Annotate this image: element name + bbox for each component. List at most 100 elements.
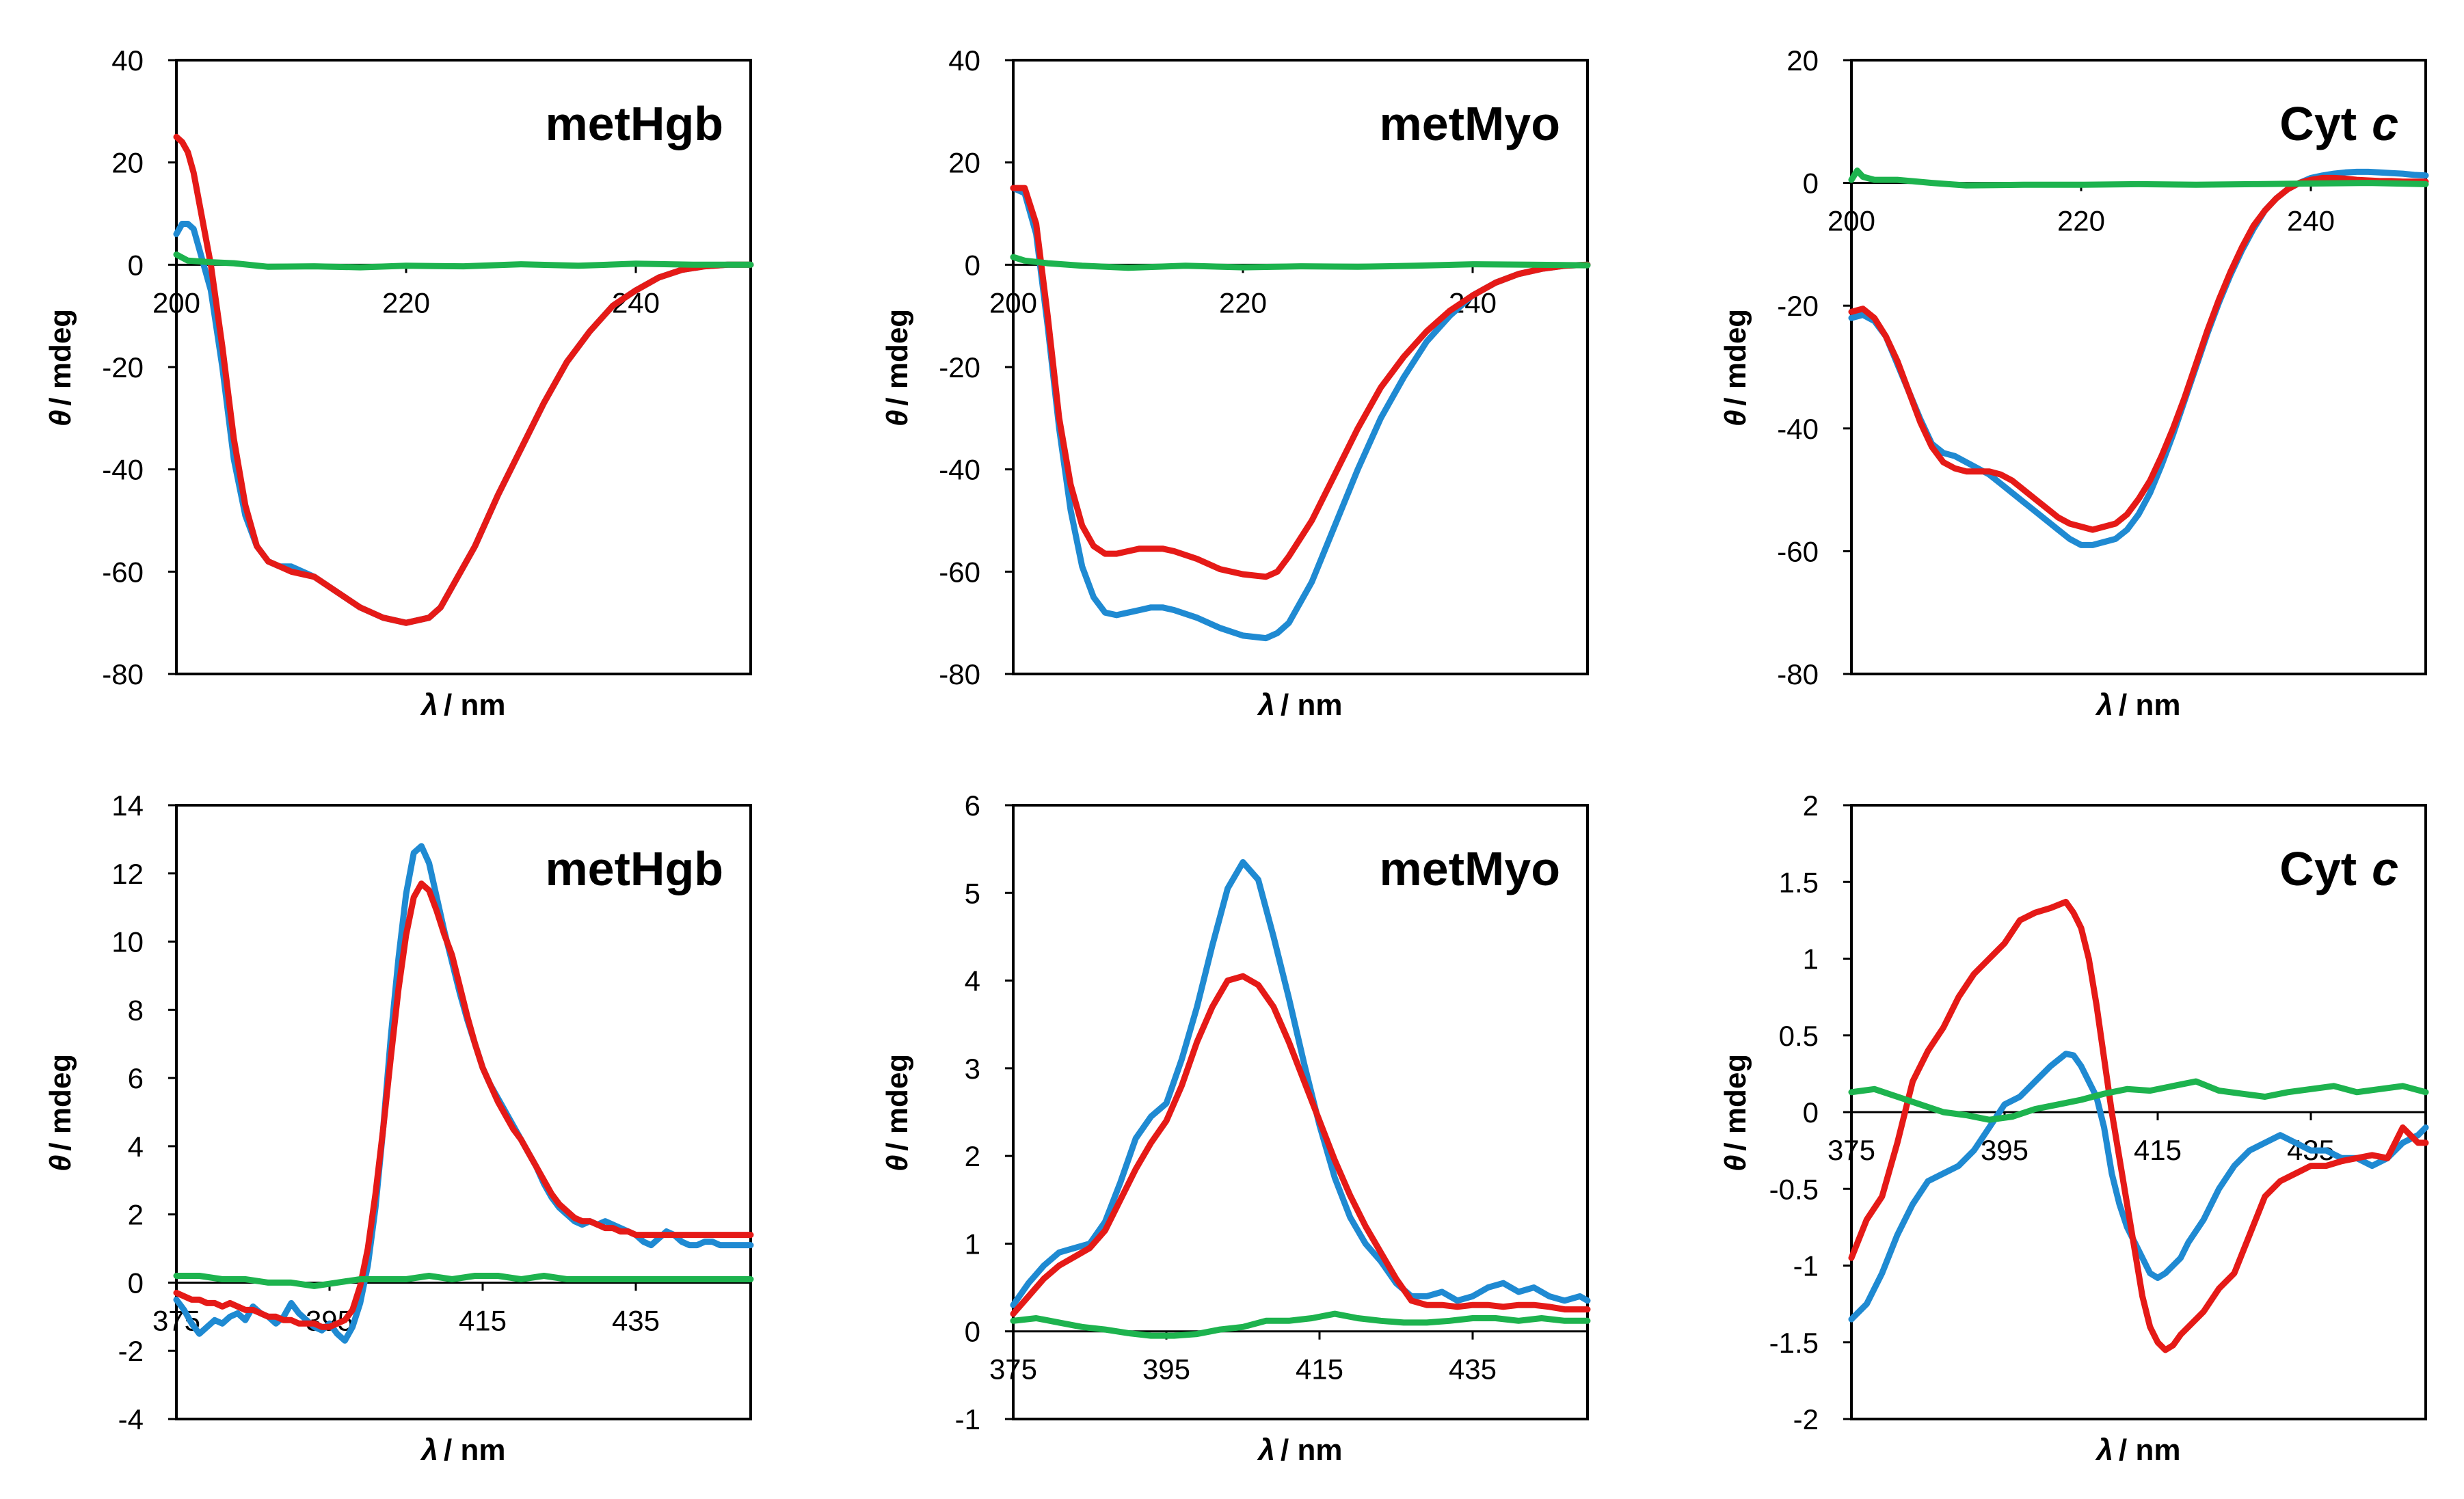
series-line-red xyxy=(173,880,754,1330)
panel-title: metMyo xyxy=(1380,842,1560,895)
y-tick-label: 0 xyxy=(965,1316,980,1348)
x-tick-label: 240 xyxy=(2287,205,2335,237)
x-tick-label: 415 xyxy=(459,1304,507,1336)
panel-title: Cyt c xyxy=(2279,97,2398,150)
y-tick-label: 1 xyxy=(1803,943,1819,975)
y-tick-label: 4 xyxy=(128,1131,144,1163)
series-line-blue xyxy=(1848,168,2429,548)
series-line-red xyxy=(1010,973,1591,1317)
y-tick-label: -20 xyxy=(939,351,980,383)
y-tick-label: 6 xyxy=(965,789,980,822)
series-line-green xyxy=(1010,1310,1591,1339)
y-tick-label: 0 xyxy=(1803,167,1819,200)
y-tick-label: -1.5 xyxy=(1769,1327,1819,1359)
y-tick-label: 2 xyxy=(128,1199,144,1231)
x-axis-label: λ / nm xyxy=(2095,1433,2181,1467)
y-tick-label: -40 xyxy=(102,454,144,486)
y-tick-label: 40 xyxy=(111,44,144,77)
x-tick-label: 220 xyxy=(1219,286,1267,319)
y-tick-label: 3 xyxy=(965,1053,980,1085)
series-line-green xyxy=(173,1273,754,1289)
y-tick-label: -60 xyxy=(102,556,144,588)
y-tick-label: -2 xyxy=(1793,1403,1819,1435)
x-tick-label: 415 xyxy=(2134,1134,2182,1166)
x-tick-label: 220 xyxy=(382,286,430,319)
y-tick-label: 4 xyxy=(965,965,980,997)
y-tick-label: 0 xyxy=(128,1267,144,1299)
y-tick-label: 0 xyxy=(128,249,144,281)
x-tick-label: 375 xyxy=(1827,1134,1875,1166)
x-axis-label: λ / nm xyxy=(1257,688,1343,722)
plot-frame xyxy=(1012,804,1589,1420)
y-tick-label: 6 xyxy=(128,1062,144,1094)
series-line-green xyxy=(1848,167,2429,189)
series-line-green xyxy=(1010,254,1591,271)
y-tick-label: 1 xyxy=(965,1228,980,1260)
y-tick-label: -4 xyxy=(118,1403,144,1435)
panel-title: metMyo xyxy=(1380,97,1560,150)
y-tick-label: -20 xyxy=(102,351,144,383)
plot-frame xyxy=(1850,59,2427,675)
y-tick-label: -80 xyxy=(939,658,980,690)
y-tick-label: -1 xyxy=(1793,1250,1819,1282)
x-axis-label: λ / nm xyxy=(1257,1433,1343,1467)
y-axis-label: θ/ mdeg xyxy=(44,1054,77,1172)
y-tick-label: 8 xyxy=(128,994,144,1026)
y-tick-label: 20 xyxy=(1786,44,1819,77)
plot-frame xyxy=(1012,59,1589,675)
panel-title: metHgb xyxy=(545,842,723,895)
x-axis-label: λ / nm xyxy=(2095,688,2181,722)
plot-frame xyxy=(175,804,752,1420)
series-line-red xyxy=(1848,174,2429,533)
x-tick-label: 200 xyxy=(1827,205,1875,237)
y-tick-label: -40 xyxy=(1777,413,1819,445)
y-axis-label: θ/ mdeg xyxy=(881,309,914,427)
x-tick-label: 435 xyxy=(612,1304,660,1336)
x-tick-label: 415 xyxy=(1296,1353,1343,1386)
y-tick-label: -1 xyxy=(955,1403,980,1435)
x-tick-label: 395 xyxy=(1981,1134,2028,1166)
x-tick-label: 220 xyxy=(2057,205,2105,237)
y-axis-label: θ/ mdeg xyxy=(1719,309,1752,427)
y-axis-label: θ/ mdeg xyxy=(881,1054,914,1172)
y-tick-label: 20 xyxy=(111,147,144,179)
x-tick-label: 375 xyxy=(989,1353,1037,1386)
y-tick-label: 5 xyxy=(965,877,980,909)
y-tick-label: -60 xyxy=(939,556,980,588)
plot-frame xyxy=(175,59,752,675)
y-tick-label: 2 xyxy=(1803,789,1819,822)
y-tick-label: 0 xyxy=(1803,1096,1819,1129)
y-tick-label: 20 xyxy=(948,147,980,179)
y-tick-label: -80 xyxy=(102,658,144,690)
series-line-green xyxy=(173,251,754,271)
x-axis-label: λ / nm xyxy=(420,1433,506,1467)
panel-title: metHgb xyxy=(545,97,723,150)
y-tick-label: -40 xyxy=(939,454,980,486)
series-line-red xyxy=(173,133,754,626)
series-line-blue xyxy=(173,843,754,1344)
y-tick-label: 1.5 xyxy=(1779,866,1819,898)
series-line-red xyxy=(1010,185,1591,580)
series-line-blue xyxy=(1010,859,1591,1308)
panel-title: Cyt c xyxy=(2279,842,2398,895)
y-tick-label: -2 xyxy=(118,1335,144,1367)
y-tick-label: -60 xyxy=(1777,535,1819,567)
y-tick-label: 10 xyxy=(111,926,144,958)
y-tick-label: -80 xyxy=(1777,658,1819,690)
y-axis-label: θ/ mdeg xyxy=(1719,1054,1752,1172)
y-tick-label: 14 xyxy=(111,789,144,822)
y-tick-label: 2 xyxy=(965,1140,980,1172)
y-tick-label: -20 xyxy=(1777,290,1819,322)
series-line-green xyxy=(1848,1078,2429,1123)
x-axis-label: λ / nm xyxy=(420,688,506,722)
x-tick-label: 200 xyxy=(152,286,200,319)
y-tick-label: 12 xyxy=(111,858,144,890)
chart-panel-5: 6 5 4 3 2 1 0 -1 375 395 415 435 metMyo λ / nm θ/ mdeg xyxy=(881,789,1591,1467)
y-axis-label: θ/ mdeg xyxy=(44,309,77,427)
